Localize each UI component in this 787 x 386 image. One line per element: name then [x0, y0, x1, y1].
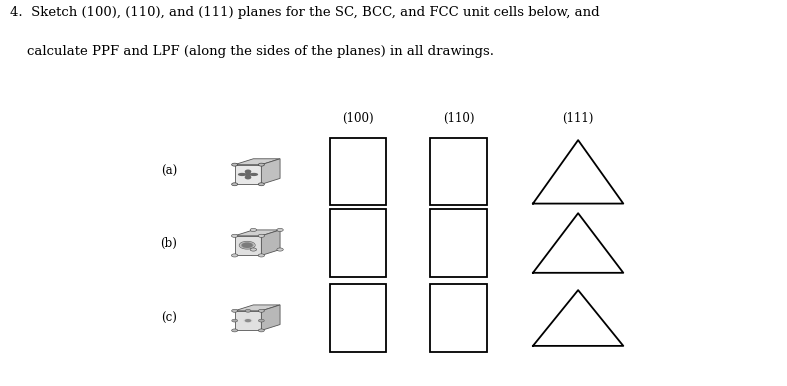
- Circle shape: [243, 318, 253, 323]
- Polygon shape: [235, 159, 280, 165]
- Polygon shape: [261, 230, 280, 256]
- Circle shape: [242, 242, 253, 248]
- Text: (111): (111): [563, 112, 594, 125]
- Circle shape: [231, 183, 238, 186]
- Circle shape: [245, 319, 251, 322]
- Circle shape: [277, 229, 283, 232]
- Circle shape: [231, 309, 238, 312]
- Circle shape: [231, 234, 238, 237]
- Circle shape: [250, 248, 257, 251]
- Bar: [330, 284, 386, 352]
- Circle shape: [245, 310, 251, 312]
- Text: (100): (100): [342, 112, 374, 125]
- Circle shape: [258, 234, 264, 237]
- Circle shape: [250, 229, 257, 232]
- Circle shape: [258, 254, 264, 257]
- Circle shape: [258, 163, 264, 166]
- Bar: [235, 311, 261, 330]
- Bar: [430, 284, 487, 352]
- Text: (a): (a): [161, 165, 177, 178]
- Circle shape: [231, 254, 238, 257]
- Text: (c): (c): [161, 312, 177, 325]
- Circle shape: [277, 248, 283, 251]
- Bar: [235, 236, 261, 256]
- Circle shape: [258, 319, 264, 322]
- Bar: [330, 138, 386, 205]
- Bar: [430, 138, 487, 205]
- Text: 4.  Sketch (100), (110), and (111) planes for the SC, BCC, and FCC unit cells be: 4. Sketch (100), (110), and (111) planes…: [10, 7, 600, 19]
- Polygon shape: [235, 305, 280, 311]
- Circle shape: [240, 242, 254, 249]
- Text: calculate PPF and LPF (along the sides of the planes) in all drawings.: calculate PPF and LPF (along the sides o…: [10, 45, 494, 58]
- Circle shape: [231, 329, 238, 332]
- Circle shape: [258, 183, 264, 186]
- Bar: [330, 209, 386, 277]
- Polygon shape: [235, 230, 280, 236]
- Polygon shape: [261, 159, 280, 184]
- Circle shape: [258, 329, 264, 332]
- Circle shape: [231, 163, 238, 166]
- Polygon shape: [238, 169, 258, 179]
- Bar: [235, 165, 261, 184]
- Circle shape: [231, 319, 238, 322]
- Bar: [430, 209, 487, 277]
- Circle shape: [258, 309, 264, 312]
- Polygon shape: [261, 305, 280, 330]
- Circle shape: [239, 241, 255, 249]
- Text: (110): (110): [443, 112, 475, 125]
- Text: (b): (b): [161, 237, 177, 249]
